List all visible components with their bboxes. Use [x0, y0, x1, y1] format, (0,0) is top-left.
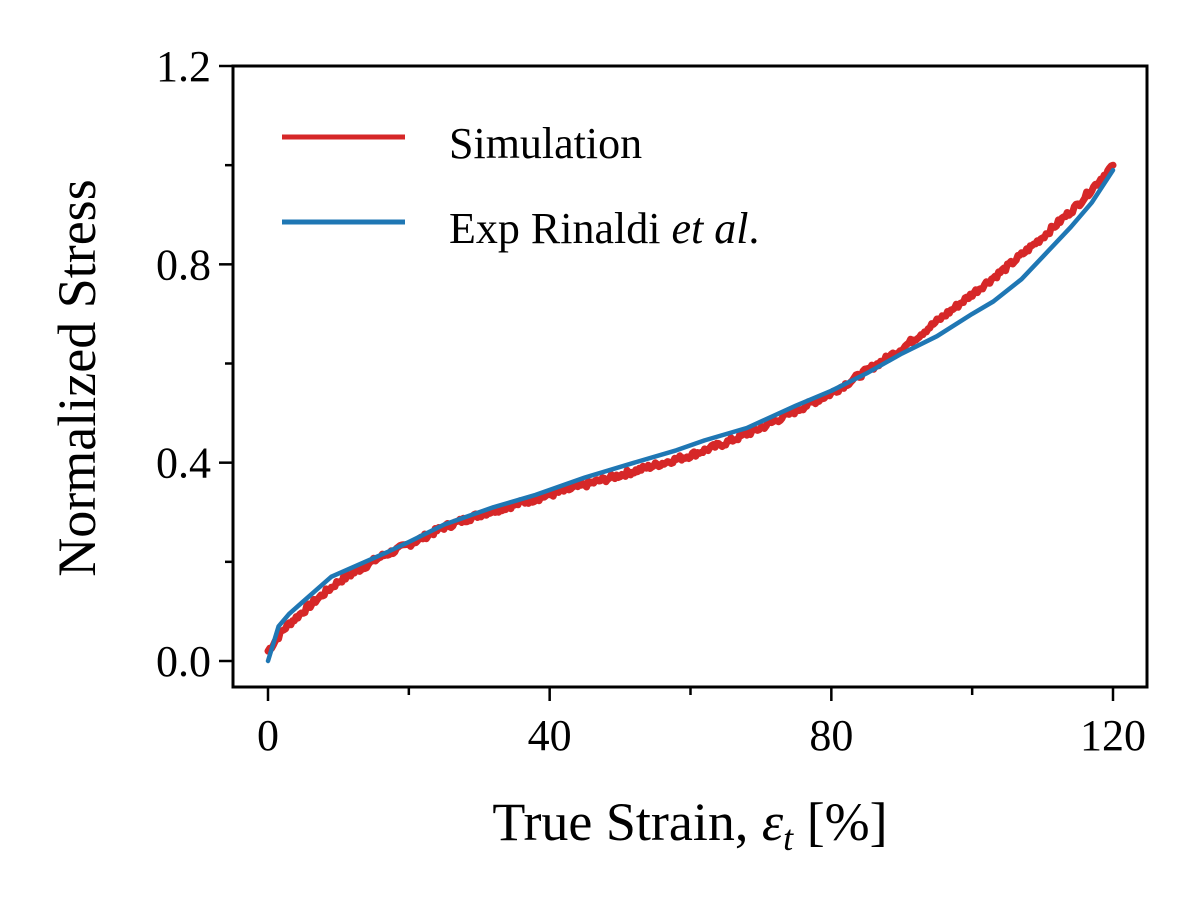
y-tick-label: 1.2: [156, 42, 211, 91]
y-tick-label: 0.4: [156, 439, 211, 488]
legend: Simulation Exp Rinaldi et al.: [282, 119, 759, 253]
y-axis-label: Normalized Stress: [47, 179, 107, 576]
x-tick-label: 80: [809, 711, 853, 760]
x-axis-label-main: True Strain,: [492, 792, 762, 852]
x-tick-label: 0: [257, 711, 279, 760]
legend-label-experiment-suffix: .: [748, 204, 759, 253]
x-axis-label: True Strain, εt [%]: [492, 792, 887, 858]
x-tick-label: 120: [1080, 711, 1146, 760]
axes-frame: [231, 64, 1149, 689]
legend-label-simulation: Simulation: [449, 119, 642, 168]
tick-labels: 0 40 80 120 0.0 0.4 0.8 1.2: [156, 42, 1146, 760]
legend-label-experiment: Exp Rinaldi et al.: [449, 204, 759, 253]
legend-label-experiment-italic: et al: [671, 204, 748, 253]
x-axis-label-symbol: ε: [762, 792, 784, 852]
plot-area: [264, 161, 1117, 664]
x-tick-label: 40: [528, 711, 572, 760]
x-axis-label-subscript: t: [783, 818, 794, 858]
y-tick-label: 0.8: [156, 240, 211, 289]
legend-label-experiment-main: Exp Rinaldi: [449, 204, 671, 253]
axis-ticks: [219, 64, 1115, 701]
y-tick-label: 0.0: [156, 637, 211, 686]
x-axis-label-unit: [%]: [793, 792, 887, 852]
